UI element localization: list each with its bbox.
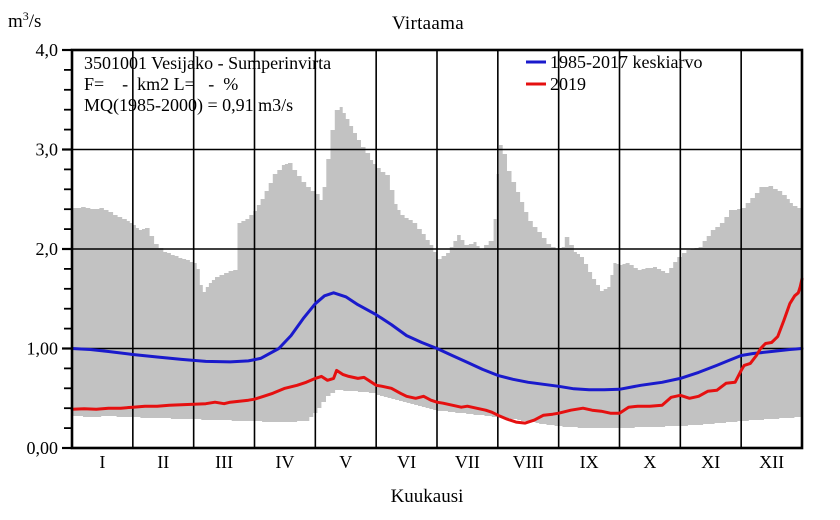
- y-tick-label: 3,0: [36, 140, 59, 160]
- mean-flow-info: MQ(1985-2000) = 0,91 m3/s: [84, 95, 293, 116]
- x-tick-label: IV: [275, 452, 294, 472]
- x-tick-label: XI: [701, 452, 720, 472]
- year-2019-line: [70, 277, 804, 425]
- x-axis-label: Kuukausi: [391, 486, 464, 507]
- x-tick-label: VI: [397, 452, 416, 472]
- legend: 1985-2017 keskiarvo 2019: [526, 52, 702, 94]
- legend-2019-label: 2019: [550, 74, 586, 94]
- y-tick-label: 0,00: [27, 438, 59, 458]
- x-tick-label: VIII: [513, 452, 544, 472]
- y-tick-label: 2,0: [36, 239, 59, 259]
- x-tick-label: II: [157, 452, 169, 472]
- x-tick-label: IX: [580, 452, 599, 472]
- x-tick-label: X: [643, 452, 656, 472]
- mean-flow-line: [70, 291, 804, 392]
- y-tick-label: 1,00: [27, 339, 59, 359]
- x-tick-label: V: [339, 452, 352, 472]
- x-tick-label: XII: [759, 452, 784, 472]
- chart-title: Virtaama: [392, 13, 464, 34]
- station-id-and-name: 3501001 Vesijako - Sumperinvirta: [84, 53, 331, 73]
- x-tick-label: III: [215, 452, 233, 472]
- y-tick-label: 4,0: [36, 40, 59, 60]
- y-axis-unit-label: m3/s: [8, 9, 41, 32]
- chart-body: 0,001,002,03,04,0I II III IV V VI VII VIII IX X XI…: [27, 40, 804, 472]
- x-tick-label: VII: [455, 452, 480, 472]
- legend-mean-label: 1985-2017 keskiarvo: [550, 52, 702, 72]
- catchment-info: F= - km2 L= - %: [84, 74, 238, 94]
- x-tick-label: I: [99, 452, 105, 472]
